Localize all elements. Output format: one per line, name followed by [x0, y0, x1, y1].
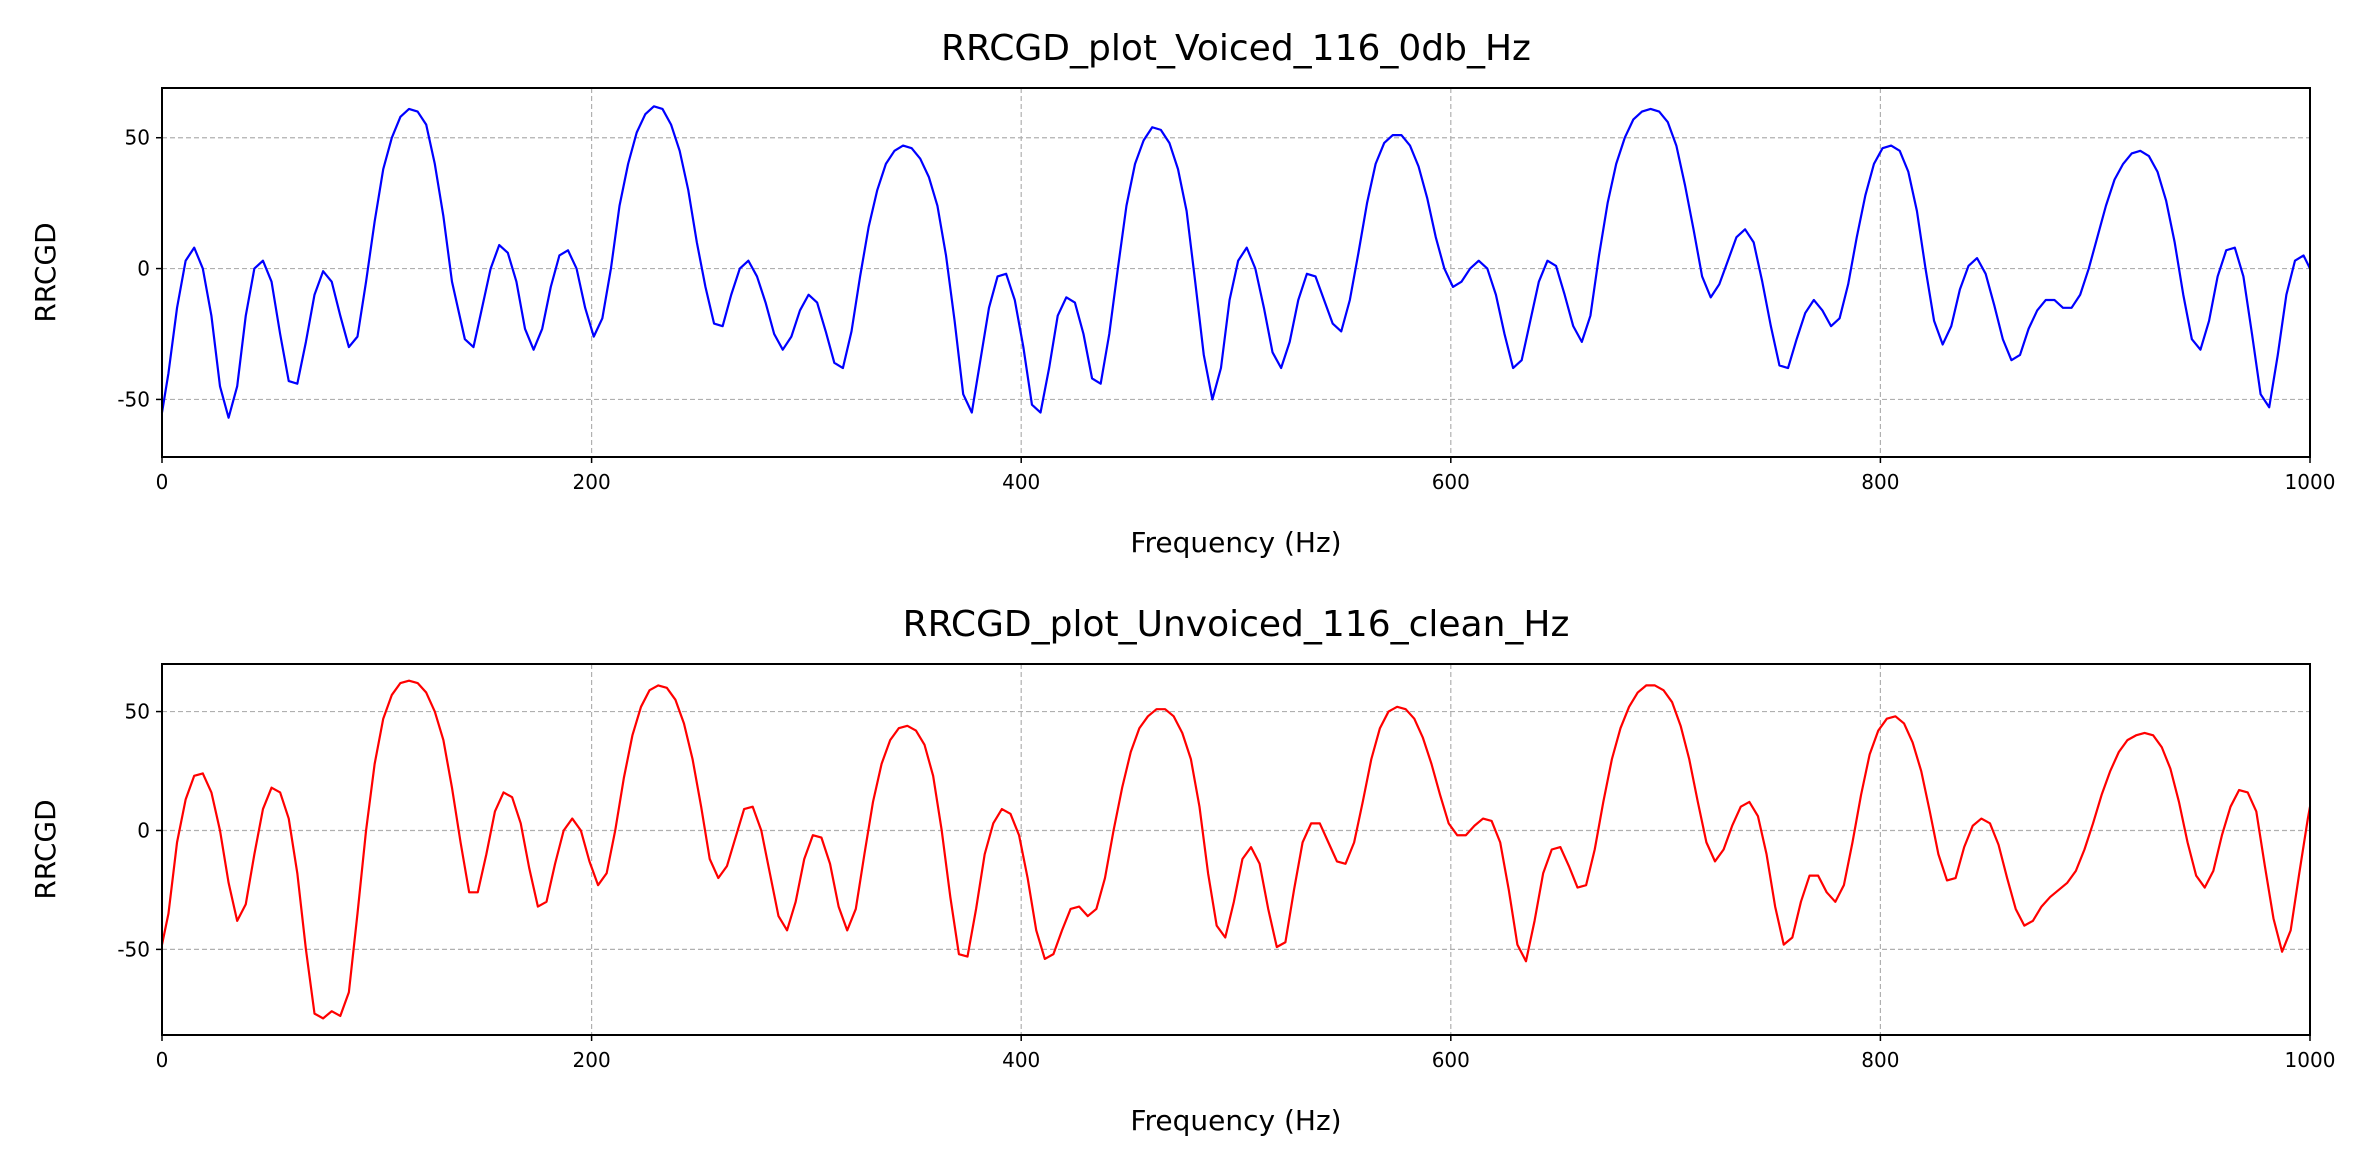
y-tick-label: 0 [137, 257, 150, 281]
x-tick-label: 600 [1432, 470, 1470, 494]
x-tick-label: 400 [1002, 470, 1040, 494]
x-tick-label: 0 [156, 1048, 169, 1072]
x-tick-label: 400 [1002, 1048, 1040, 1072]
x-tick-label: 600 [1432, 1048, 1470, 1072]
x-tick-label: 1000 [2285, 470, 2336, 494]
y-tick-label: 50 [125, 126, 150, 150]
y-tick-label: 50 [125, 700, 150, 724]
x-tick-label: 800 [1861, 470, 1899, 494]
x-tick-label: 800 [1861, 1048, 1899, 1072]
data-line [160, 679, 2312, 1020]
x-tick-label: 0 [156, 470, 169, 494]
chart-title: RRCGD_plot_Unvoiced_116_clean_Hz [903, 604, 1570, 645]
data-line [160, 105, 2311, 419]
y-axis-label: RRCGD [29, 799, 62, 899]
x-axis-label: Frequency (Hz) [1130, 1104, 1341, 1137]
y-tick-label: 0 [137, 818, 150, 842]
y-tick-label: -50 [117, 937, 150, 961]
y-tick-label: -50 [117, 387, 150, 411]
x-axis-label: Frequency (Hz) [1130, 526, 1341, 559]
chart-title: RRCGD_plot_Voiced_116_0db_Hz [941, 28, 1531, 69]
y-axis-label: RRCGD [29, 222, 62, 322]
x-tick-label: 1000 [2285, 1048, 2336, 1072]
x-tick-label: 200 [573, 470, 611, 494]
axes-frame [161, 663, 2311, 1036]
x-tick-label: 200 [573, 1048, 611, 1072]
axes-frame [161, 87, 2311, 458]
